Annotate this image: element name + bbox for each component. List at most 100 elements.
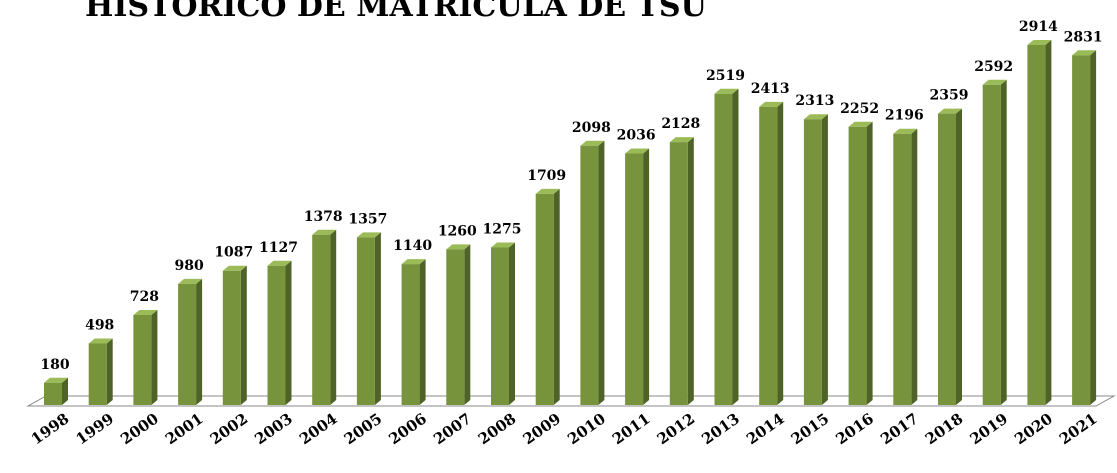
bar-front	[267, 265, 286, 405]
data-label: 498	[85, 317, 114, 333]
bar	[312, 229, 337, 405]
bar-top	[669, 137, 694, 143]
bar-top	[133, 310, 158, 316]
bar-side	[911, 128, 918, 405]
bar-top	[893, 128, 918, 134]
bar-side	[1090, 50, 1097, 406]
data-label: 2519	[706, 68, 745, 84]
bar-side	[240, 265, 247, 405]
data-label: 1357	[348, 211, 387, 227]
bar-side	[285, 260, 292, 405]
data-label: 2196	[885, 108, 924, 124]
data-label: 1127	[259, 240, 298, 256]
bar-top	[401, 259, 426, 265]
x-tick-label: 2014	[743, 410, 788, 449]
data-label: 2313	[795, 93, 834, 109]
data-label: 2592	[974, 59, 1013, 75]
data-label: 180	[40, 357, 69, 373]
bar	[714, 88, 739, 406]
bar-side	[1045, 40, 1052, 405]
bar-front	[44, 382, 62, 405]
data-label: 2128	[661, 116, 700, 132]
bar-top	[222, 265, 247, 271]
x-tick-label: 2013	[698, 410, 743, 449]
chart-title: HISTÓRICO DE MATRÍCULA DE TSU	[85, 0, 707, 24]
bar-side	[821, 114, 828, 405]
bar-front	[669, 142, 688, 405]
bar-side	[62, 377, 68, 405]
data-label: 1140	[393, 238, 432, 254]
bar-side	[106, 338, 113, 405]
x-tick-label: 2012	[654, 410, 699, 449]
x-tick-label: 2002	[207, 410, 252, 449]
x-tick-label: 2001	[162, 410, 207, 449]
bar	[1072, 50, 1097, 406]
bar-front	[848, 126, 867, 405]
x-tick-label: 2005	[341, 410, 386, 449]
bar-side	[330, 229, 337, 405]
bar-front	[938, 113, 956, 405]
bar-top	[44, 377, 68, 383]
bar-top	[312, 229, 337, 235]
bar	[88, 338, 113, 405]
data-label: 2098	[572, 120, 611, 136]
bar-side	[374, 232, 381, 405]
bar	[625, 148, 650, 405]
bar-front	[491, 247, 509, 405]
bar-top	[356, 232, 381, 238]
bar-front	[222, 270, 241, 405]
bar-top	[267, 260, 292, 266]
bar-front	[535, 193, 554, 405]
bar-front	[803, 119, 822, 405]
data-label: 2413	[751, 81, 790, 97]
bar	[44, 377, 68, 405]
x-tick-label: 2017	[877, 410, 922, 449]
bar-top	[759, 101, 784, 107]
bar-top	[625, 148, 650, 154]
bar-side	[1000, 79, 1007, 406]
x-tick-label: 2008	[475, 410, 520, 449]
x-tick-label: 2006	[385, 410, 430, 449]
bar-side	[687, 137, 694, 405]
data-label: 1275	[483, 221, 522, 237]
bar-top	[1027, 40, 1052, 45]
bar-top	[848, 121, 873, 127]
bar-front	[356, 237, 375, 405]
bar	[1027, 40, 1052, 405]
x-tick-label: 2015	[788, 410, 833, 449]
bar-side	[196, 278, 203, 405]
data-label: 728	[130, 289, 159, 305]
data-label: 2036	[617, 127, 656, 143]
data-label: 1709	[527, 168, 566, 184]
bar-front	[178, 283, 197, 405]
data-label: 2252	[840, 101, 879, 117]
x-tick-label: 2020	[1011, 410, 1056, 449]
bar-top	[938, 108, 962, 114]
bar-front	[580, 145, 599, 406]
bar-top	[803, 114, 828, 120]
bar	[580, 140, 605, 406]
bar-front	[714, 93, 733, 406]
floor	[26, 395, 1116, 407]
bar-top	[446, 244, 471, 250]
bar	[401, 259, 426, 405]
data-label: 2831	[1064, 29, 1103, 45]
bar	[491, 242, 515, 405]
data-label: 1087	[214, 245, 253, 261]
bar-front	[446, 249, 465, 405]
bar	[178, 278, 203, 405]
x-tick-label: 2009	[520, 410, 565, 449]
bar-front	[401, 264, 420, 405]
bar-top	[580, 140, 605, 146]
bar	[982, 79, 1007, 406]
x-tick-label: 2000	[117, 410, 162, 449]
bar-side	[509, 242, 515, 405]
bar-front	[1027, 45, 1046, 405]
bar	[267, 260, 292, 405]
bar-side	[553, 188, 560, 405]
bar-top	[491, 242, 515, 248]
bar-front	[133, 315, 152, 405]
bar-top	[88, 338, 113, 344]
x-tick-label: 2018	[922, 410, 967, 449]
x-tick-label: 2003	[251, 410, 296, 449]
